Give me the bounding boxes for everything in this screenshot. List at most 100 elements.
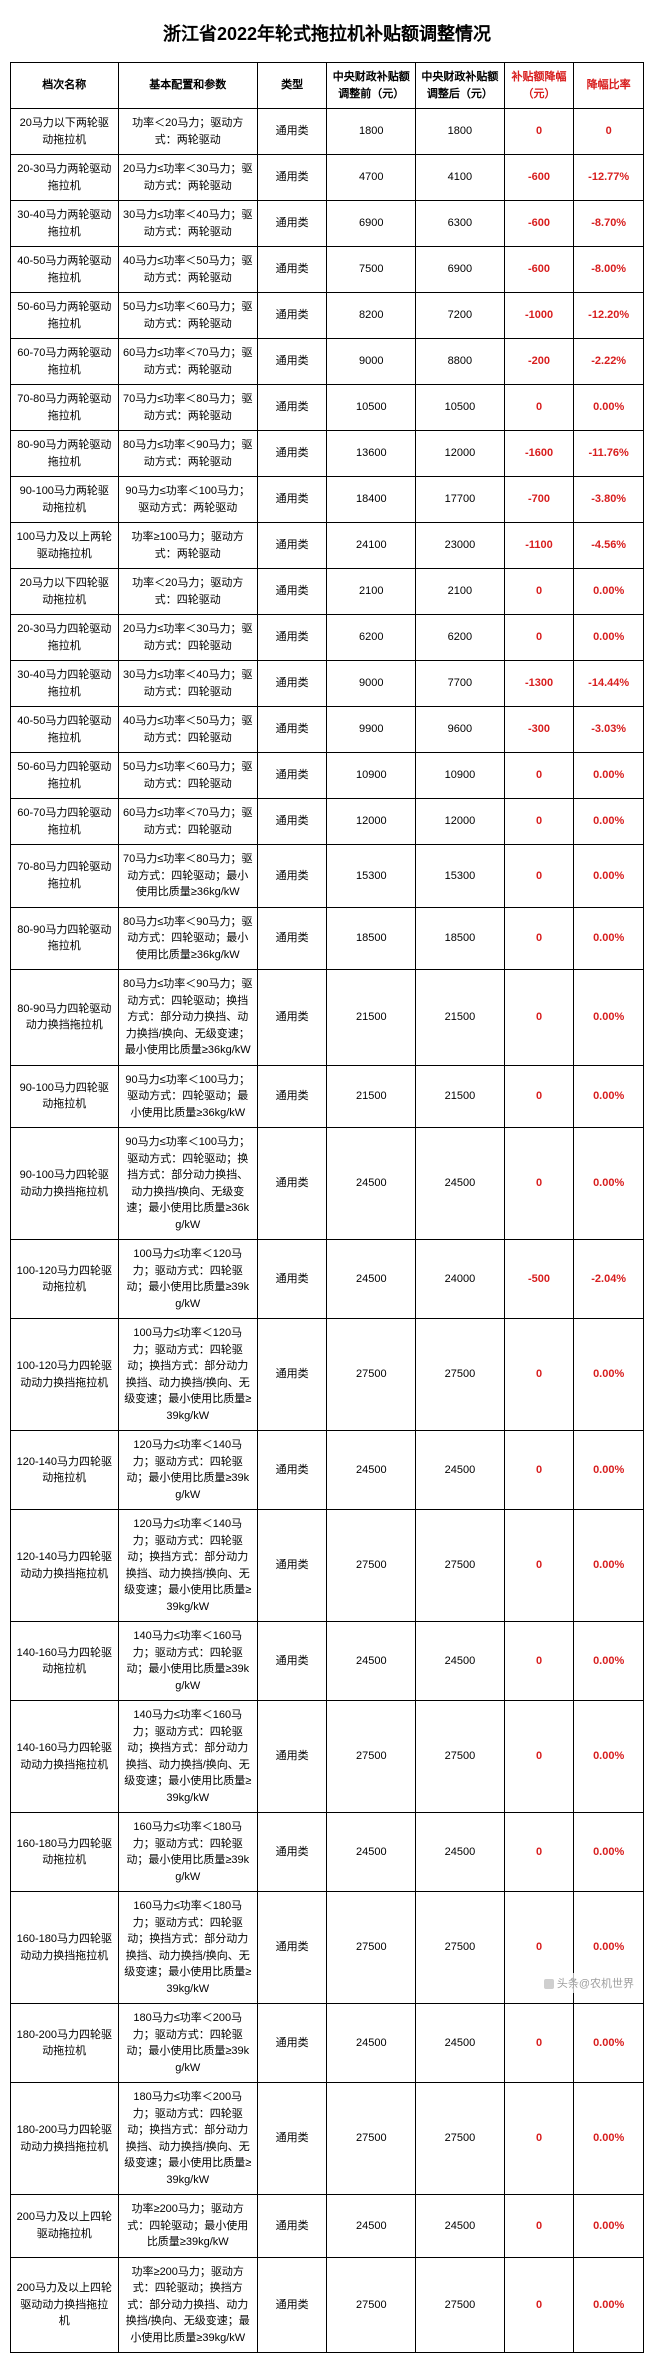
table-cell: -12.20%: [574, 293, 644, 339]
table-row: 80-90马力两轮驱动拖拉机80马力≤功率＜90马力；驱动方式：两轮驱动通用类1…: [11, 431, 644, 477]
table-cell: 24500: [416, 2004, 505, 2083]
table-cell: 0: [504, 109, 574, 155]
table-cell: 功率＜20马力；驱动方式：四轮驱动: [118, 569, 257, 615]
table-cell: 通用类: [257, 907, 327, 970]
table-cell: 10500: [327, 385, 416, 431]
table-row: 200马力及以上四轮驱动动力换挡拖拉机功率≥200马力；驱动方式：四轮驱动；换挡…: [11, 2257, 644, 2353]
table-row: 90-100马力四轮驱动动力换挡拖拉机90马力≤功率＜100马力；驱动方式：四轮…: [11, 1128, 644, 1240]
table-cell: 140-160马力四轮驱动动力换挡拖拉机: [11, 1701, 119, 1813]
table-cell: 21500: [327, 1065, 416, 1128]
table-cell: 6200: [327, 615, 416, 661]
table-cell: 50马力≤功率＜60马力；驱动方式：两轮驱动: [118, 293, 257, 339]
table-cell: 0.00%: [574, 1813, 644, 1892]
table-cell: 功率≥200马力；驱动方式：四轮驱动；换挡方式：部分动力换挡、动力换挡/换向、无…: [118, 2257, 257, 2353]
table-cell: -700: [504, 477, 574, 523]
table-cell: 60-70马力两轮驱动拖拉机: [11, 339, 119, 385]
table-cell: 90马力≤功率＜100马力；驱动方式：四轮驱动；换挡方式：部分动力换挡、动力换挡…: [118, 1128, 257, 1240]
table-cell: 0.00%: [574, 1431, 644, 1510]
table-cell: 40-50马力四轮驱动拖拉机: [11, 707, 119, 753]
table-cell: 120-140马力四轮驱动动力换挡拖拉机: [11, 1510, 119, 1622]
table-cell: 23000: [416, 523, 505, 569]
table-cell: 0.00%: [574, 845, 644, 908]
table-row: 90-100马力四轮驱动拖拉机90马力≤功率＜100马力；驱动方式：四轮驱动；最…: [11, 1065, 644, 1128]
table-cell: 27500: [327, 1510, 416, 1622]
table-cell: 0: [504, 1622, 574, 1701]
table-cell: 100马力及以上两轮驱动拖拉机: [11, 523, 119, 569]
table-cell: 2100: [416, 569, 505, 615]
table-cell: 120马力≤功率＜140马力；驱动方式：四轮驱动；换挡方式：部分动力换挡、动力换…: [118, 1510, 257, 1622]
table-cell: 0.00%: [574, 2195, 644, 2258]
table-cell: 90-100马力四轮驱动拖拉机: [11, 1065, 119, 1128]
table-row: 80-90马力四轮驱动拖拉机80马力≤功率＜90马力；驱动方式：四轮驱动；最小使…: [11, 907, 644, 970]
table-cell: 90马力≤功率＜100马力；驱动方式：四轮驱动；最小使用比质量≥36kg/kW: [118, 1065, 257, 1128]
table-body: 20马力以下两轮驱动拖拉机功率＜20马力；驱动方式：两轮驱动通用类1800180…: [11, 109, 644, 2353]
table-cell: 13600: [327, 431, 416, 477]
table-cell: 0.00%: [574, 2004, 644, 2083]
table-cell: 0.00%: [574, 2257, 644, 2353]
table-cell: 1800: [416, 109, 505, 155]
table-cell: -12.77%: [574, 155, 644, 201]
table-cell: 24500: [327, 1240, 416, 1319]
table-row: 140-160马力四轮驱动动力换挡拖拉机140马力≤功率＜160马力；驱动方式：…: [11, 1701, 644, 1813]
table-header-cell: 中央财政补贴额调整后（元）: [416, 63, 505, 109]
table-cell: 24500: [327, 1622, 416, 1701]
table-cell: 20-30马力四轮驱动拖拉机: [11, 615, 119, 661]
table-row: 30-40马力四轮驱动拖拉机30马力≤功率＜40马力；驱动方式：四轮驱动通用类9…: [11, 661, 644, 707]
table-cell: 15300: [416, 845, 505, 908]
table-cell: 8200: [327, 293, 416, 339]
table-cell: 27500: [327, 1319, 416, 1431]
table-cell: 140马力≤功率＜160马力；驱动方式：四轮驱动；换挡方式：部分动力换挡、动力换…: [118, 1701, 257, 1813]
table-row: 120-140马力四轮驱动动力换挡拖拉机120马力≤功率＜140马力；驱动方式：…: [11, 1510, 644, 1622]
table-cell: 0: [504, 1431, 574, 1510]
table-cell: 0: [504, 2257, 574, 2353]
table-cell: 80-90马力四轮驱动拖拉机: [11, 907, 119, 970]
table-cell: 24500: [327, 1431, 416, 1510]
table-cell: 通用类: [257, 1813, 327, 1892]
table-row: 100-120马力四轮驱动拖拉机100马力≤功率＜120马力；驱动方式：四轮驱动…: [11, 1240, 644, 1319]
table-cell: 通用类: [257, 569, 327, 615]
table-cell: 通用类: [257, 799, 327, 845]
table-cell: 140-160马力四轮驱动拖拉机: [11, 1622, 119, 1701]
table-cell: 通用类: [257, 339, 327, 385]
table-row: 120-140马力四轮驱动拖拉机120马力≤功率＜140马力；驱动方式：四轮驱动…: [11, 1431, 644, 1510]
table-cell: 80-90马力四轮驱动动力换挡拖拉机: [11, 970, 119, 1066]
table-cell: 6300: [416, 201, 505, 247]
table-cell: -8.00%: [574, 247, 644, 293]
table-cell: 0: [504, 1065, 574, 1128]
table-cell: 21500: [416, 1065, 505, 1128]
table-cell: 功率＜20马力；驱动方式：两轮驱动: [118, 109, 257, 155]
table-cell: 27500: [416, 1510, 505, 1622]
table-row: 100马力及以上两轮驱动拖拉机功率≥100马力；驱动方式：两轮驱动通用类2410…: [11, 523, 644, 569]
table-cell: 20马力以下四轮驱动拖拉机: [11, 569, 119, 615]
table-cell: -500: [504, 1240, 574, 1319]
table-cell: 24500: [327, 1813, 416, 1892]
table-header-cell: 档次名称: [11, 63, 119, 109]
table-cell: 0.00%: [574, 569, 644, 615]
table-cell: 2100: [327, 569, 416, 615]
table-cell: 1800: [327, 109, 416, 155]
table-cell: 7200: [416, 293, 505, 339]
table-cell: 0: [504, 970, 574, 1066]
table-cell: 20马力≤功率＜30马力；驱动方式：四轮驱动: [118, 615, 257, 661]
table-cell: 通用类: [257, 385, 327, 431]
table-cell: -1100: [504, 523, 574, 569]
table-row: 20-30马力两轮驱动拖拉机20马力≤功率＜30马力；驱动方式：两轮驱动通用类4…: [11, 155, 644, 201]
table-cell: 9900: [327, 707, 416, 753]
table-cell: -11.76%: [574, 431, 644, 477]
table-cell: 0.00%: [574, 385, 644, 431]
table-cell: 80马力≤功率＜90马力；驱动方式：四轮驱动；最小使用比质量≥36kg/kW: [118, 907, 257, 970]
table-cell: 0: [504, 753, 574, 799]
table-cell: 100马力≤功率＜120马力；驱动方式：四轮驱动；换挡方式：部分动力换挡、动力换…: [118, 1319, 257, 1431]
table-header-cell: 类型: [257, 63, 327, 109]
table-cell: 12000: [416, 799, 505, 845]
table-cell: 27500: [416, 2083, 505, 2195]
table-cell: 30马力≤功率＜40马力；驱动方式：四轮驱动: [118, 661, 257, 707]
table-row: 160-180马力四轮驱动拖拉机160马力≤功率＜180马力；驱动方式：四轮驱动…: [11, 1813, 644, 1892]
table-cell: 180-200马力四轮驱动动力换挡拖拉机: [11, 2083, 119, 2195]
table-cell: 20-30马力两轮驱动拖拉机: [11, 155, 119, 201]
table-cell: 通用类: [257, 523, 327, 569]
table-cell: 0.00%: [574, 970, 644, 1066]
table-cell: 4700: [327, 155, 416, 201]
table-header-cell: 中央财政补贴额调整前（元）: [327, 63, 416, 109]
table-cell: 80-90马力两轮驱动拖拉机: [11, 431, 119, 477]
